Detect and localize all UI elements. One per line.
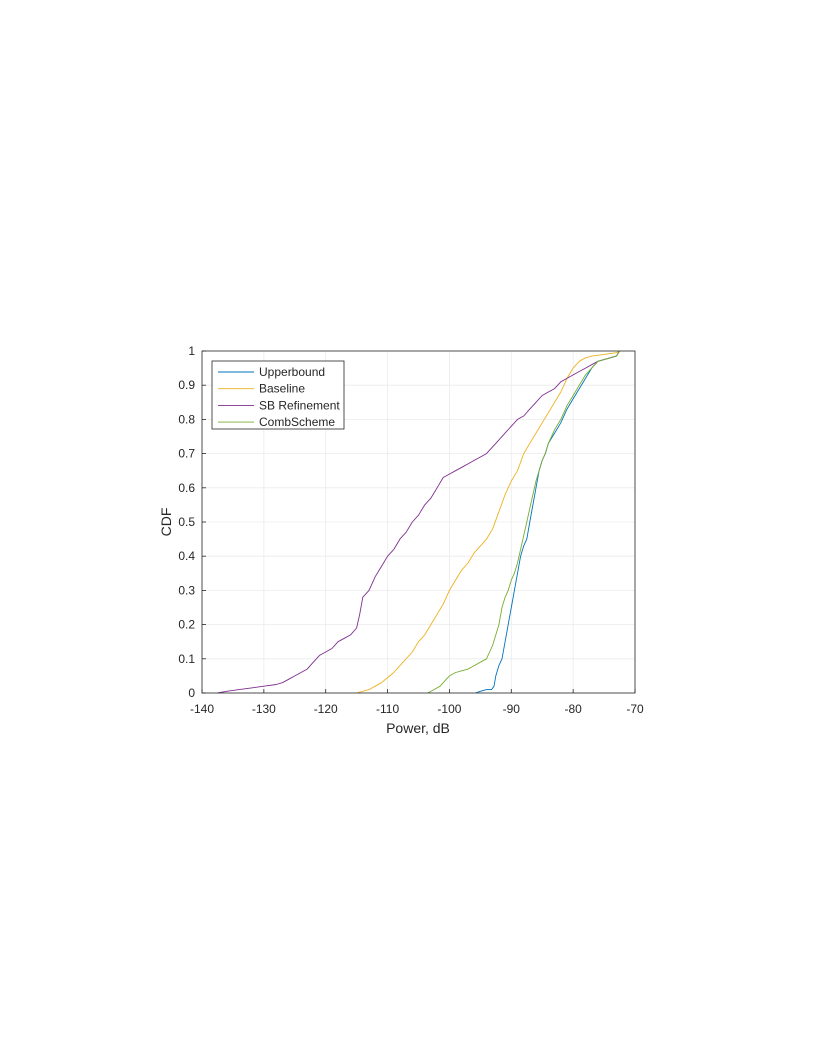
legend: Upperbound Baseline SB Refinement CombSchem… xyxy=(211,360,345,430)
y-tick-label: 0.8 xyxy=(178,412,195,426)
x-tick-label: -80 xyxy=(564,702,582,716)
legend-label: Upperbound xyxy=(259,365,325,379)
y-tick-label: 0.5 xyxy=(178,515,195,529)
x-axis-label: Power, dB xyxy=(386,720,450,736)
y-tick-label: 0 xyxy=(188,686,195,700)
y-tick-label: 0.1 xyxy=(178,652,195,666)
y-tick-label: 0.9 xyxy=(178,378,195,392)
x-tick-label: -100 xyxy=(437,702,461,716)
axes xyxy=(201,350,636,694)
series-line-sb-refinement xyxy=(217,350,620,694)
x-tick-label: -130 xyxy=(252,702,276,716)
y-axis-label: CDF xyxy=(158,508,174,537)
x-tick-label: -120 xyxy=(314,702,338,716)
x-tick-label: -90 xyxy=(503,702,521,716)
series-line-upperbound xyxy=(475,350,620,694)
y-tick-label: 0.2 xyxy=(178,618,195,632)
series-lines xyxy=(217,350,620,694)
y-tick-labels: 0 0.1 0.2 0.3 0.4 0.5 0.6 0.7 0.8 0.9 1 xyxy=(178,344,195,700)
series-line-combscheme xyxy=(427,350,620,694)
x-tick-label: -140 xyxy=(190,702,214,716)
y-tick-label: 0.7 xyxy=(178,447,195,461)
legend-label: SB Refinement xyxy=(259,398,340,412)
y-tick-label: 1 xyxy=(188,344,195,358)
legend-label: Baseline xyxy=(259,382,305,396)
legend-label: CombScheme xyxy=(259,415,335,429)
y-tick-label: 0.3 xyxy=(178,583,195,597)
x-tick-label: -110 xyxy=(376,702,399,716)
y-tick-label: 0.6 xyxy=(178,481,195,495)
y-tick-label: 0.4 xyxy=(178,549,195,563)
series-line-baseline xyxy=(356,350,620,694)
x-tick-labels: -140 -130 -120 -110 -100 -90 -80 -70 xyxy=(190,702,644,716)
x-tick-label: -70 xyxy=(626,702,644,716)
